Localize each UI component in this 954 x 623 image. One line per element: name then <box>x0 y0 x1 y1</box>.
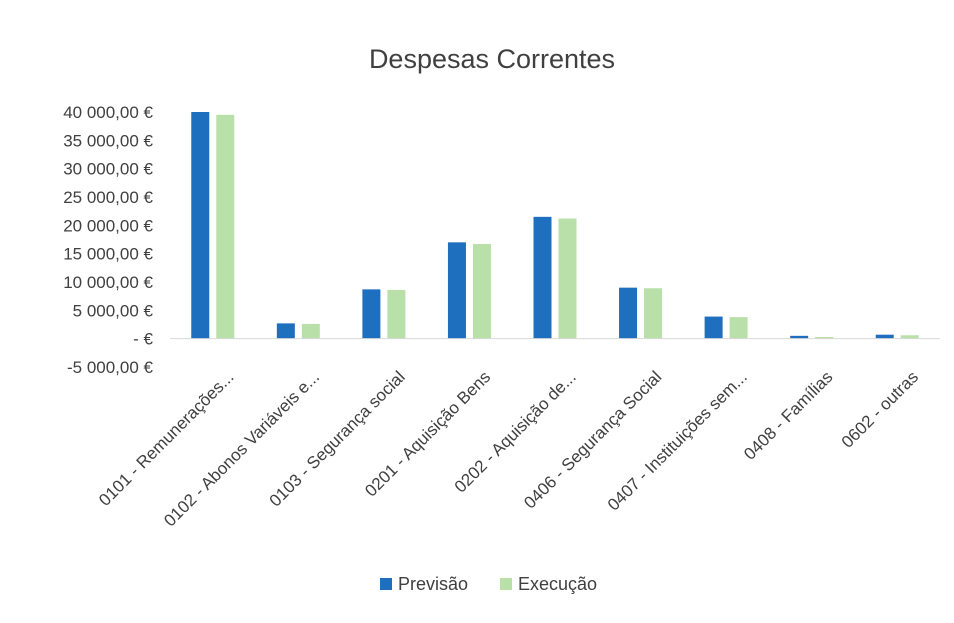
legend-label: Previsão <box>398 574 468 594</box>
y-tick-label: 25 000,00 € <box>63 188 153 207</box>
x-category-label: 0602 - outras <box>838 367 922 451</box>
x-axis: 0101 - Remunerações...0102 - Abonos Vari… <box>95 367 922 530</box>
chart-title: Despesas Correntes <box>369 44 615 74</box>
y-tick-label: -5 000,00 € <box>67 358 154 377</box>
bar-previsao <box>619 287 638 339</box>
bar-previsao <box>276 323 295 339</box>
bar-execucao <box>900 335 919 339</box>
y-tick-label: 15 000,00 € <box>63 245 153 264</box>
bar-previsao <box>790 335 809 339</box>
y-tick-label: - € <box>133 330 153 349</box>
y-tick-label: 35 000,00 € <box>63 131 153 150</box>
x-category-label: 0408 - Famílias <box>740 367 836 463</box>
y-tick-label: 10 000,00 € <box>63 273 153 292</box>
bar-execucao <box>644 288 663 339</box>
bar-execucao <box>729 317 748 339</box>
bar-execucao <box>558 218 577 339</box>
legend-swatch <box>500 578 512 590</box>
y-tick-label: 20 000,00 € <box>63 216 153 235</box>
bar-execucao <box>815 336 834 339</box>
bar-execucao <box>387 289 406 339</box>
bar-previsao <box>533 216 552 339</box>
legend-swatch <box>380 578 392 590</box>
bar-previsao <box>704 316 723 339</box>
y-tick-label: 40 000,00 € <box>63 103 153 122</box>
x-category-label: 0406 - Segurança Social <box>520 367 665 512</box>
x-category-label: 0102 - Abonos Variáveis e... <box>160 367 323 530</box>
legend: Previsão Execução <box>380 574 597 594</box>
bar-previsao <box>191 112 210 339</box>
y-tick-label: 5 000,00 € <box>73 301 154 320</box>
bar-previsao <box>362 289 381 339</box>
legend-label: Execução <box>518 574 597 594</box>
bar-execucao <box>301 323 320 339</box>
bar-execucao <box>472 244 491 339</box>
x-category-label: 0407 - Instituições sem... <box>604 367 751 514</box>
y-tick-label: 30 000,00 € <box>63 160 153 179</box>
bar-previsao <box>875 334 894 339</box>
y-axis: 40 000,00 € 35 000,00 € 30 000,00 € 25 000,… <box>63 103 153 377</box>
bar-execucao <box>216 114 235 339</box>
x-category-label: 0101 - Remunerações... <box>95 367 237 509</box>
bar-previsao <box>447 242 466 339</box>
bars-group <box>170 112 940 340</box>
